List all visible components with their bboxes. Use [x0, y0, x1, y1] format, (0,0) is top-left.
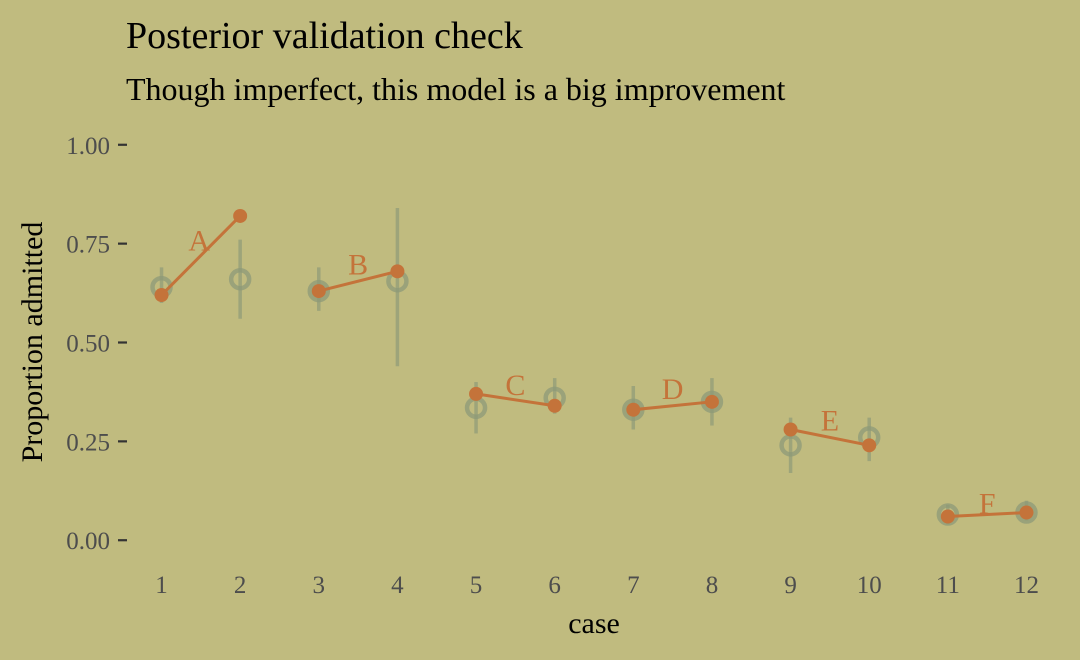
observed-point [390, 264, 405, 279]
observed-proportions [154, 208, 1034, 524]
observed-point [1019, 505, 1034, 520]
group-labels: A B C D E F [188, 225, 995, 521]
observed-point [154, 288, 169, 303]
observed-point [862, 438, 877, 453]
x-tick-label: 4 [391, 572, 404, 599]
y-axis-title: Proportion admitted [16, 222, 49, 463]
group-label: D [662, 373, 684, 406]
observed-point [469, 386, 484, 401]
group-label: B [348, 248, 368, 281]
x-tick-label: 1 [155, 572, 168, 599]
group-label: A [188, 225, 210, 258]
observed-line [790, 428, 870, 447]
x-tick-label: 3 [313, 572, 326, 599]
observed-point [233, 208, 248, 223]
observed-line [947, 511, 1027, 518]
x-axis: 1 2 3 4 5 6 7 8 9 10 11 12 [155, 572, 1039, 599]
observed-point [704, 394, 719, 409]
x-tick-label: 7 [627, 572, 640, 599]
posterior-mean-point [936, 503, 960, 526]
posterior-intervals [150, 208, 1038, 526]
x-tick-label: 9 [784, 572, 797, 599]
observed-point [626, 402, 641, 417]
y-tick-label: 0.50 [66, 331, 110, 358]
observed-line [475, 392, 555, 408]
y-tick-label: 1.00 [66, 133, 110, 160]
x-tick-label: 6 [548, 572, 561, 599]
group-label: E [821, 405, 839, 438]
x-tick-label: 2 [234, 572, 247, 599]
y-tick-label: 0.25 [66, 429, 110, 456]
y-axis: 0.00 0.25 0.50 0.75 1.00 [66, 133, 127, 555]
observed-line [160, 214, 242, 297]
observed-line [633, 400, 713, 412]
observed-point [547, 398, 562, 413]
x-tick-label: 10 [857, 572, 882, 599]
x-axis-title: case [568, 607, 620, 640]
chart-title: Posterior validation check [126, 15, 523, 57]
x-tick-label: 12 [1014, 572, 1039, 599]
x-tick-label: 8 [706, 572, 719, 599]
posterior-mean-point [228, 267, 252, 291]
x-tick-label: 11 [936, 572, 960, 599]
observed-point [783, 422, 798, 437]
observed-point [311, 284, 326, 299]
x-tick-label: 5 [470, 572, 483, 599]
y-tick-label: 0.75 [66, 232, 110, 259]
chart-subtitle: Though imperfect, this model is a big im… [126, 71, 786, 107]
group-label: C [505, 369, 525, 402]
observed-point [940, 509, 955, 524]
group-label: F [979, 488, 996, 521]
y-tick-label: 0.00 [66, 528, 110, 555]
observed-line [318, 269, 398, 293]
posterior-mean-point [307, 279, 331, 303]
